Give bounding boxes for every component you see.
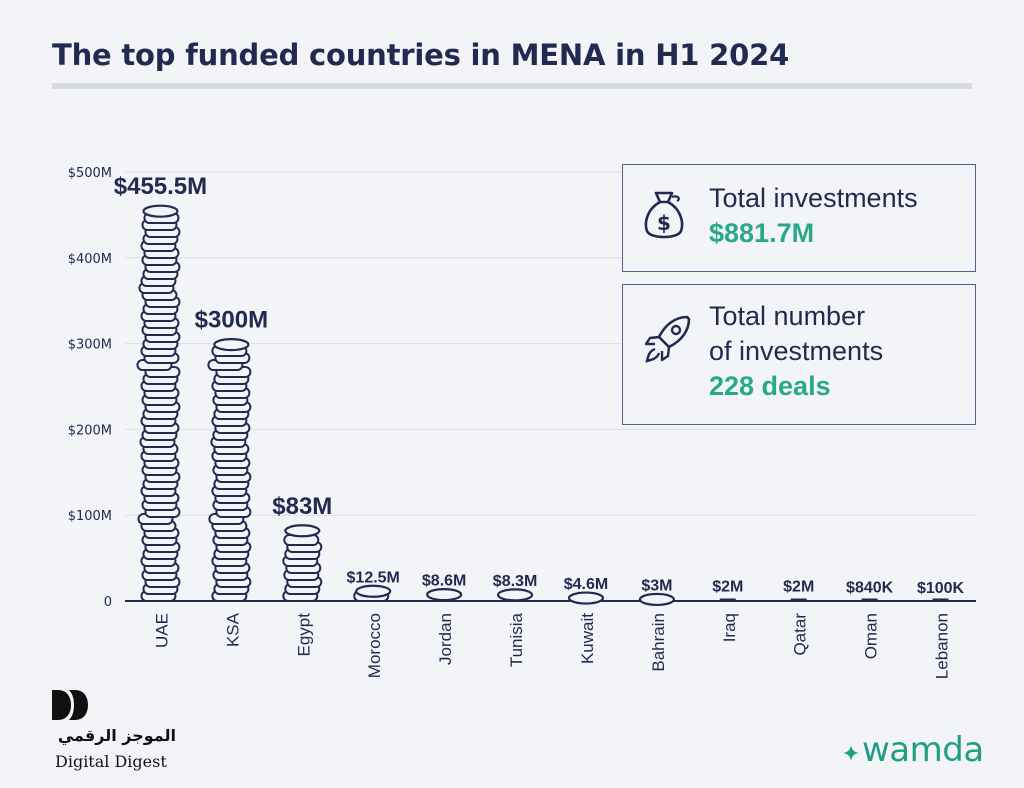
- y-tick-label: $200M: [68, 423, 112, 438]
- total-investments-value: $881.7M: [709, 218, 815, 248]
- value-label: $8.3M: [493, 573, 537, 590]
- wamda-wordmark: wamda: [862, 730, 984, 770]
- bar-uae: [136, 204, 181, 602]
- digital-digest-logo-icon: [52, 690, 88, 720]
- title-divider: [52, 83, 972, 89]
- category-label: KSA: [223, 612, 242, 647]
- total-number-value: 228 deals: [709, 371, 831, 401]
- bar-morocco: [353, 584, 392, 602]
- value-label: $3M: [641, 577, 672, 594]
- value-label: $840K: [846, 579, 894, 596]
- y-tick-label: $100M: [68, 509, 112, 524]
- value-label: $2M: [783, 578, 814, 595]
- value-label: $300M: [195, 307, 268, 334]
- category-label: Egypt: [294, 613, 313, 657]
- category-label: Morocco: [365, 613, 384, 678]
- bar-tunisia: [496, 588, 534, 602]
- page-title: The top funded countries in MENA in H1 2…: [52, 38, 790, 72]
- value-label: $4.6M: [564, 576, 608, 593]
- value-label: $12.5M: [347, 569, 400, 586]
- money-bag-icon: $: [644, 191, 684, 239]
- category-label: Lebanon: [933, 613, 952, 679]
- y-tick-label: $500M: [68, 166, 112, 181]
- digital-digest-english: Digital Digest: [55, 752, 167, 771]
- category-label: Oman: [862, 613, 881, 659]
- wamda-spark-icon: [843, 745, 859, 761]
- value-label: $8.6M: [422, 573, 466, 590]
- category-label: Qatar: [791, 613, 810, 656]
- value-label: $2M: [712, 578, 743, 595]
- bar-ksa: [207, 338, 252, 602]
- total-investments-card: $ Total investments $881.7M: [622, 164, 976, 272]
- y-tick-label: $400M: [68, 252, 112, 267]
- category-label: Tunisia: [507, 612, 526, 667]
- category-label: UAE: [152, 613, 171, 648]
- category-label: Iraq: [720, 613, 739, 642]
- category-label: Bahrain: [649, 613, 668, 672]
- value-label: $100K: [917, 580, 965, 597]
- rocket-icon: [644, 315, 691, 363]
- bar-kuwait: [567, 591, 605, 605]
- total-number-card: Total number of investments 228 deals: [622, 284, 976, 425]
- bar-bahrain: [638, 592, 675, 607]
- y-tick-label: 0: [104, 595, 112, 610]
- digital-digest-arabic: الموجز الرقمي: [57, 726, 176, 745]
- total-investments-label: Total investments: [709, 183, 918, 213]
- total-number-label-line1: Total number: [709, 301, 866, 331]
- svg-text:$: $: [657, 211, 671, 235]
- wamda-logo: wamda: [862, 730, 984, 770]
- value-label: $83M: [272, 493, 332, 520]
- bar-egypt: [282, 524, 323, 602]
- y-tick-label: $300M: [68, 338, 112, 353]
- category-label: Jordan: [436, 613, 455, 665]
- total-number-label-line2: of investments: [709, 336, 884, 366]
- bar-jordan: [426, 588, 463, 602]
- category-label: Kuwait: [578, 613, 597, 664]
- total-number-label: Total number of investments: [709, 299, 969, 369]
- value-label: $455.5M: [114, 173, 207, 200]
